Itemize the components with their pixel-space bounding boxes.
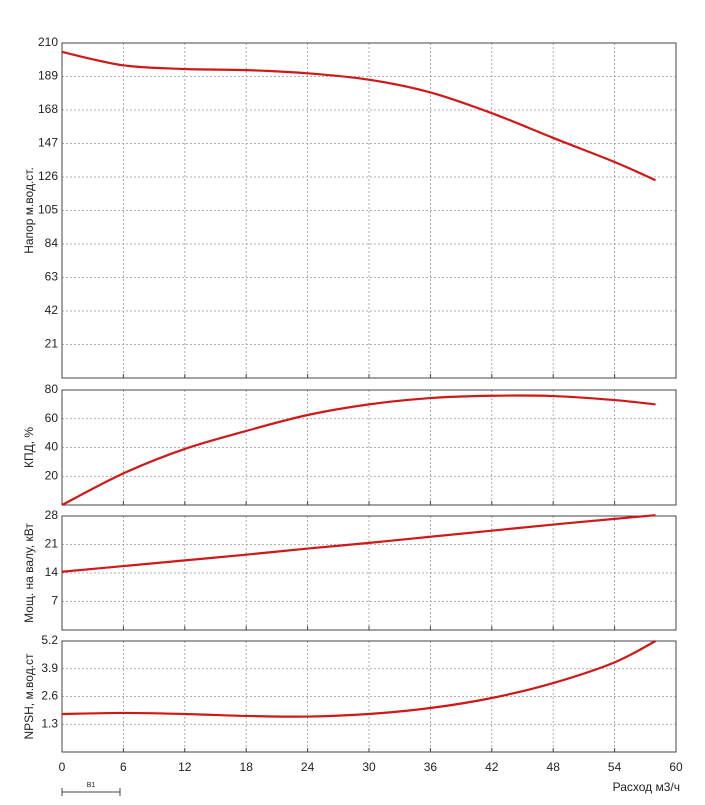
- x-tick-label: 48: [547, 760, 561, 774]
- y-tick-label: 189: [38, 69, 58, 83]
- x-tick-label: 60: [669, 760, 683, 774]
- y-tick-label: 14: [45, 565, 59, 579]
- y-axis-label: Напор м.вод.ст.: [22, 167, 36, 254]
- curve: [61, 50, 656, 182]
- y-tick-label: 210: [38, 35, 58, 49]
- x-tick-label: 24: [301, 760, 315, 774]
- y-axis-label: NPSH, м.вод.ст: [22, 653, 36, 740]
- curve: [61, 394, 656, 506]
- x-tick-label: 42: [485, 760, 499, 774]
- y-tick-label: 147: [38, 136, 58, 150]
- y-tick-label: 63: [45, 270, 59, 284]
- y-tick-label: 40: [45, 440, 59, 454]
- y-axis-label: КПД, %: [22, 427, 36, 468]
- y-tick-label: 42: [45, 303, 59, 317]
- y-tick-label: 5.2: [41, 633, 58, 647]
- y-tick-label: 105: [38, 203, 58, 217]
- y-tick-label: 168: [38, 102, 58, 116]
- y-tick-label: 84: [45, 236, 59, 250]
- y-tick-label: 21: [45, 337, 59, 351]
- x-tick-label: 36: [424, 760, 438, 774]
- y-tick-label: 80: [45, 382, 59, 396]
- plot-frame: [61, 515, 677, 631]
- curve: [61, 514, 656, 573]
- x-tick-label: 18: [240, 760, 254, 774]
- y-tick-label: 60: [45, 411, 59, 425]
- y-tick-label: 7: [51, 594, 58, 608]
- y-tick-label: 28: [45, 508, 59, 522]
- x-tick-label: 12: [178, 760, 192, 774]
- y-tick-label: 21: [45, 537, 59, 551]
- y-tick-label: 20: [45, 468, 59, 482]
- marker-label: B1: [87, 782, 96, 789]
- y-tick-label: 126: [38, 169, 58, 183]
- x-tick-label: 0: [59, 760, 66, 774]
- y-axis-label: Мощ. на валу, кВт: [22, 523, 36, 623]
- x-tick-label: 30: [362, 760, 376, 774]
- curve: [61, 640, 657, 718]
- x-tick-label: 6: [120, 760, 127, 774]
- x-axis-label: Расход м3/ч: [613, 780, 680, 794]
- y-tick-label: 1.3: [41, 716, 58, 730]
- plot-frame: [61, 640, 677, 753]
- plot-frame: [61, 42, 677, 379]
- y-tick-label: 2.6: [41, 689, 58, 703]
- plot-frame: [61, 389, 677, 506]
- x-tick-label: 54: [608, 760, 622, 774]
- y-tick-label: 3.9: [41, 661, 58, 675]
